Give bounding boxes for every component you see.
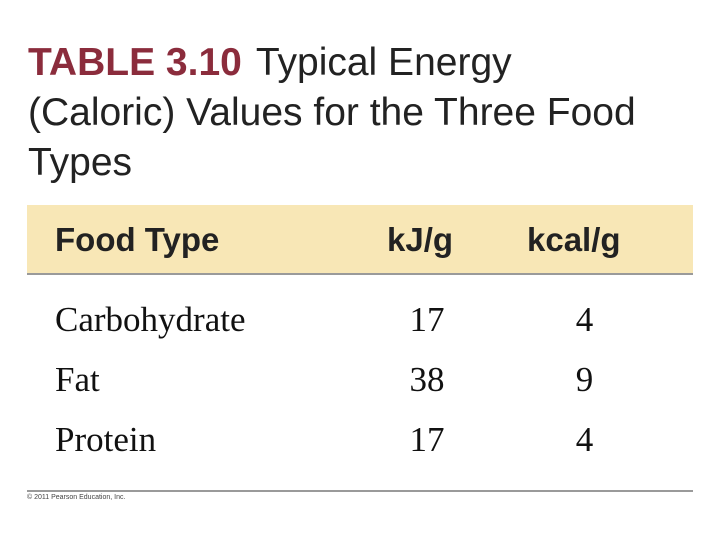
header-row: Food Type kJ/g kcal/g [27,205,693,275]
table-caption: Typical Energy (Caloric) Values for the … [28,41,636,184]
table-cell: 17 [409,420,445,459]
table-label: TABLE 3.10 [28,41,242,84]
table-cell: 38 [409,360,445,399]
table-row: Protein 17 4 [27,410,693,470]
table-cell: 17 [409,300,445,339]
table-row: Carbohydrate 17 4 [27,290,693,350]
table-cell: Fat [55,360,100,399]
table-cell: Carbohydrate [55,300,246,339]
table-cell: 9 [575,360,594,399]
column-header: kcal/g [527,221,621,258]
column-header: Food Type [55,221,220,258]
copyright: © 2011 Pearson Education, Inc. [27,494,126,501]
table-cell: 4 [575,300,594,339]
table-row: Fat 38 9 [27,350,693,410]
table-cell: Protein [55,420,157,459]
table-cell: 4 [575,420,594,459]
bottom-rule [27,490,693,492]
table-title: TABLE 3.10 Typical Energy (Caloric) Value… [28,38,668,188]
column-header: kJ/g [387,221,454,258]
